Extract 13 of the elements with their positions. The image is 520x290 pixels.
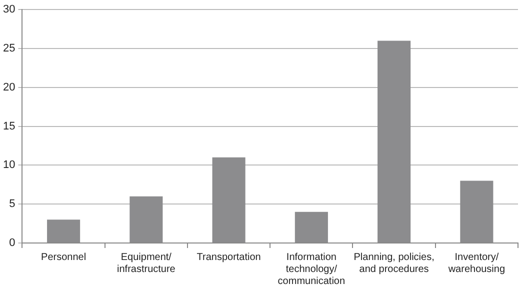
y-tick-label: 25 [2,42,16,55]
x-tick-label: Information technology/ communication [278,252,346,287]
x-tick-label: Equipment/ infrastructure [116,252,176,275]
x-tick-label: Planning, policies, and procedures [354,252,434,275]
y-tick-label: 5 [9,198,16,210]
x-tick-label: Transportation [196,252,261,263]
y-tick-label: 0 [9,237,16,250]
y-tick-label: 15 [2,120,16,132]
y-tick-label: 30 [2,4,16,16]
x-tick-label: Inventory/ warehousing [447,252,506,275]
x-tick-label: Personnel [41,252,86,263]
y-tick-label: 20 [2,81,16,94]
y-tick-label: 10 [2,159,16,172]
